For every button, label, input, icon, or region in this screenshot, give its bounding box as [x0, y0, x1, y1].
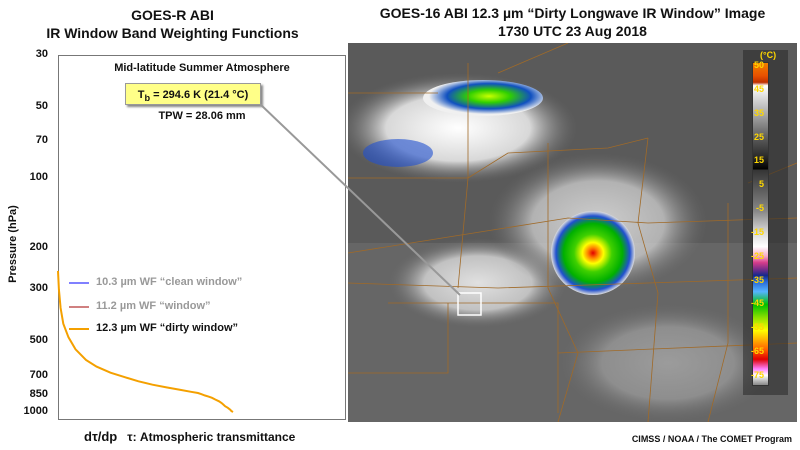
left-title: GOES-R ABI IR Window Band Weighting Func…	[0, 6, 345, 42]
brightness-temp-box: Tb = 294.6 K (21.4 °C)	[125, 83, 261, 105]
y-tick-label: 100	[29, 170, 48, 183]
colorbar-label: 45	[753, 83, 764, 94]
left-title-line1: GOES-R ABI	[131, 7, 214, 23]
y-tick-label: 300	[29, 282, 48, 295]
right-title-line1: GOES-16 ABI 12.3 µm “Dirty Longwave IR W…	[379, 5, 766, 21]
x-axis-symbol: dτ/dp	[84, 429, 118, 444]
y-tick-label: 30	[35, 48, 48, 60]
x-axis-text: τ: Atmospheric transmittance	[127, 430, 296, 444]
y-tick-label: 500	[29, 334, 48, 347]
cloud-fringe-west	[363, 139, 433, 167]
legend-label: 10.3 µm WF “clean window”	[96, 276, 243, 288]
tpw-label: TPW = 28.06 mm	[158, 110, 246, 122]
colorbar-label: -75	[750, 370, 764, 380]
colorbar-label: -25	[750, 250, 764, 261]
tb-subscript: b	[144, 93, 151, 104]
legend-swatch	[69, 306, 89, 308]
legend-swatch	[69, 282, 89, 284]
legend-entry: 11.2 µm WF “window”	[69, 300, 211, 312]
colorbar-label: 25	[753, 131, 764, 142]
tb-symbol: T	[137, 89, 145, 101]
y-tick-label: 850	[29, 388, 48, 401]
y-tick-label: 1000	[23, 405, 48, 417]
storm-central	[551, 211, 635, 295]
left-title-line2: IR Window Band Weighting Functions	[46, 25, 299, 41]
colorbar-label: 50	[753, 60, 764, 70]
colorbar	[752, 62, 769, 386]
colorbar-label: -35	[750, 274, 764, 285]
colorbar-label: 5	[758, 179, 764, 190]
satellite-image	[348, 43, 797, 422]
credit-text: CIMSS / NOAA / The COMET Program	[631, 434, 792, 444]
colorbar-label: -15	[750, 226, 764, 237]
colorbar-label: 15	[753, 155, 764, 166]
y-tick-label: 70	[35, 134, 48, 147]
colorbar-label: 35	[753, 107, 764, 118]
legend-entry: 10.3 µm WF “clean window”	[69, 276, 243, 288]
legend-label: 12.3 µm WF “dirty window”	[96, 322, 239, 334]
colorbar-label: -45	[750, 298, 764, 309]
y-tick-label: 700	[29, 368, 48, 381]
tb-value: = 294.6 K (21.4 °C)	[150, 89, 249, 101]
selected-pixel-box	[457, 292, 482, 316]
legend-entry: 12.3 µm WF “dirty window”	[69, 322, 239, 334]
y-tick-label: 200	[29, 241, 48, 254]
x-axis-title: dτ/dp τ: Atmospheric transmittance	[84, 429, 295, 444]
legend-label: 11.2 µm WF “window”	[96, 300, 211, 312]
storm-north	[423, 80, 543, 116]
atmosphere-title: Mid-latitude Summer Atmosphere	[114, 62, 290, 74]
right-title: GOES-16 ABI 12.3 µm “Dirty Longwave IR W…	[345, 4, 800, 40]
series-line	[57, 270, 234, 413]
colorbar-label: -55	[750, 322, 764, 333]
legend-swatch	[69, 328, 89, 330]
right-title-line2: 1730 UTC 23 Aug 2018	[498, 23, 647, 39]
colorbar-unit: (°C)	[760, 50, 777, 60]
cloud-southeast	[558, 303, 778, 422]
colorbar-label: -5	[755, 203, 764, 214]
y-tick-label: 50	[35, 100, 48, 112]
colorbar-label: -65	[750, 346, 764, 357]
